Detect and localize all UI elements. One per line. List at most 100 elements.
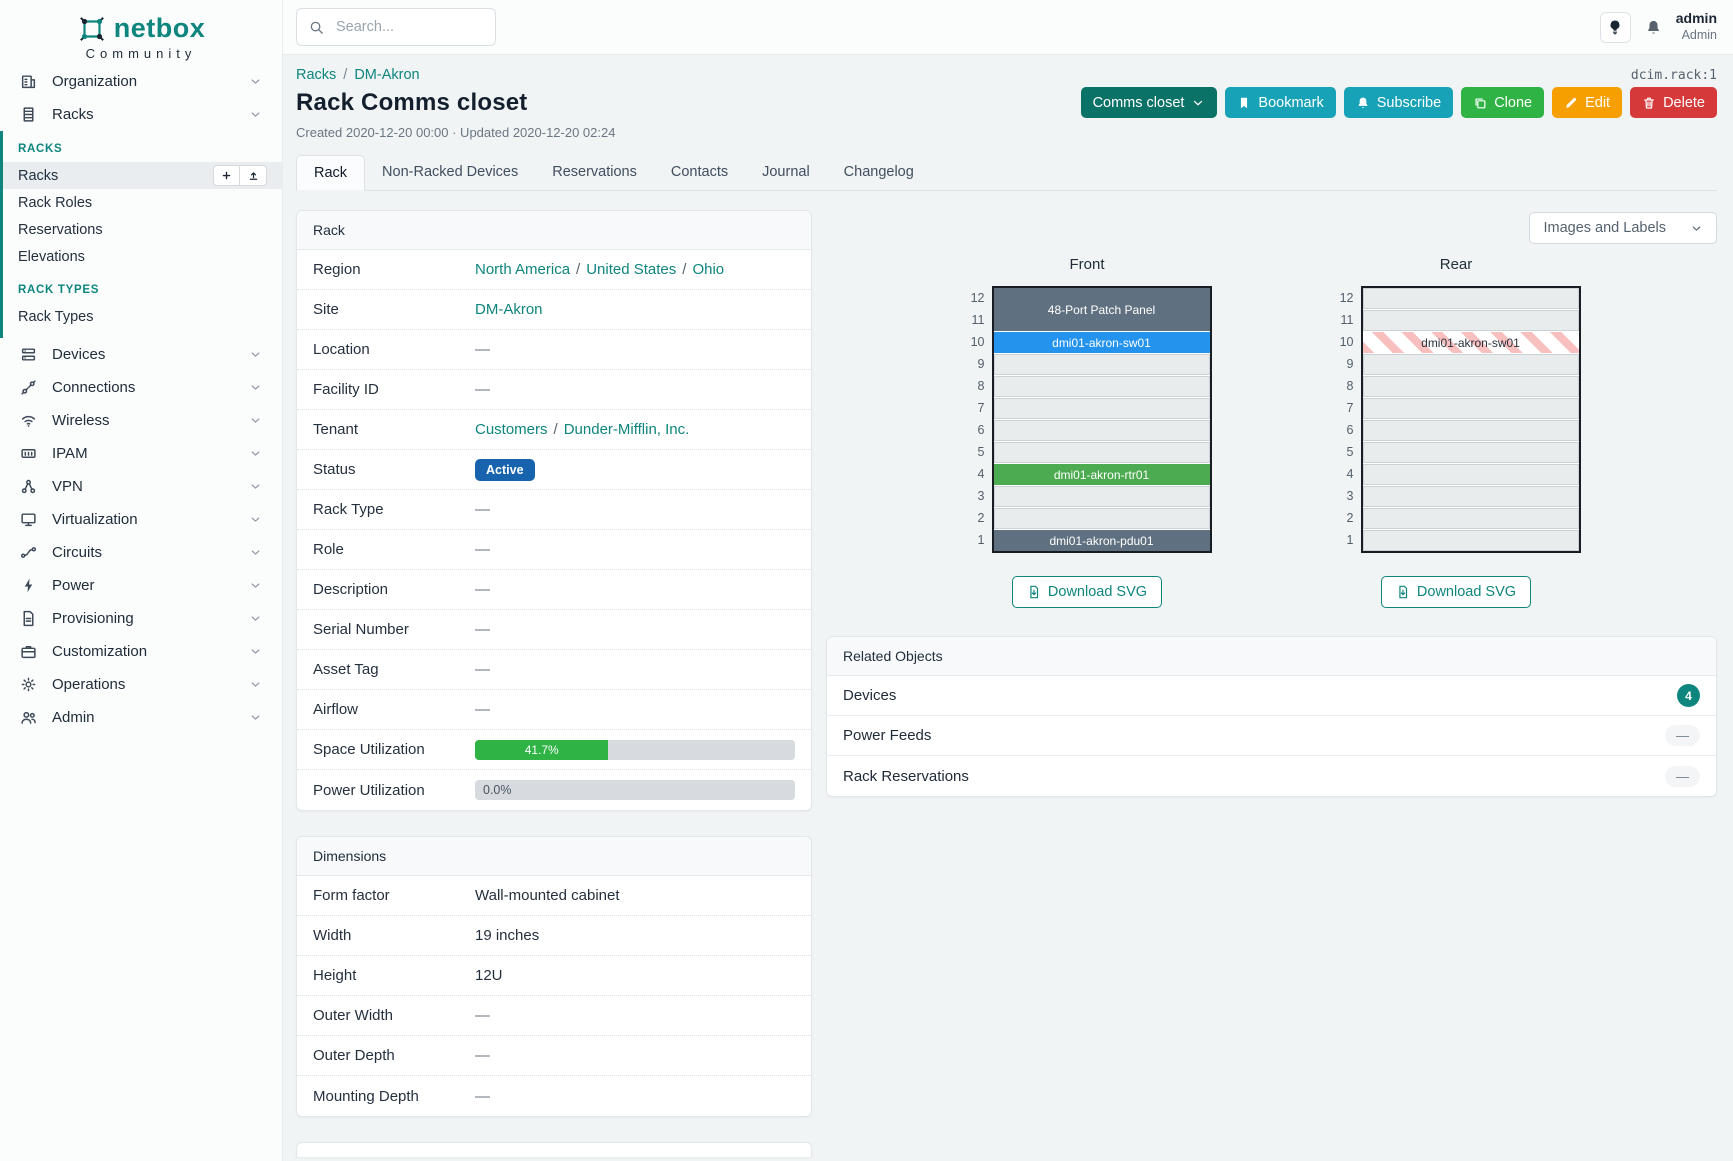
rack-device-pdu[interactable]: dmi01-akron-pdu01 xyxy=(993,530,1210,551)
chevron-down-icon xyxy=(249,348,262,361)
theme-toggle-button[interactable] xyxy=(1599,11,1631,43)
rack-unit-empty[interactable] xyxy=(993,420,1210,441)
site-link[interactable]: DM-Akron xyxy=(475,301,543,318)
tab-contacts[interactable]: Contacts xyxy=(670,164,729,180)
page-title: Rack Comms closet xyxy=(296,88,528,116)
front-title: Front xyxy=(1069,256,1105,273)
tab-non-racked-devices[interactable]: Non-Racked Devices xyxy=(382,164,519,180)
sidebar-item-provisioning[interactable]: Provisioning xyxy=(0,602,282,635)
operations-icon xyxy=(20,676,37,693)
rack-unit-empty[interactable] xyxy=(993,486,1210,507)
sidebar-item-devices[interactable]: Devices xyxy=(0,338,282,371)
elevation-view-select[interactable]: Images and Labels xyxy=(1529,212,1717,244)
chevron-down-icon xyxy=(249,513,262,526)
rack-unit-empty[interactable] xyxy=(993,442,1210,463)
breadcrumb-link-site[interactable]: DM-Akron xyxy=(354,67,420,83)
sidebar-item-customization[interactable]: Customization xyxy=(0,635,282,668)
breadcrumb-link-racks[interactable]: Racks xyxy=(296,67,337,83)
racks-icon xyxy=(20,106,37,123)
tenant-link[interactable]: Dunder-Mifflin, Inc. xyxy=(563,421,690,438)
sidebar-item-label: Provisioning xyxy=(52,610,134,627)
rack-device-router[interactable]: dmi01-akron-rtr01 xyxy=(993,464,1210,485)
rack-group-dropdown[interactable]: Comms closet xyxy=(1080,87,1218,118)
sidebar-item-admin[interactable]: Admin xyxy=(0,701,282,734)
created-updated-meta: Created 2020-12-20 00:00 · Updated 2020-… xyxy=(296,125,616,140)
bookmark-button[interactable]: Bookmark xyxy=(1225,87,1336,118)
user-name: admin xyxy=(1675,10,1717,27)
download-svg-front-button[interactable]: Download SVG xyxy=(1011,576,1163,608)
subscribe-button[interactable]: Subscribe xyxy=(1343,87,1454,118)
sidebar-item-operations[interactable]: Operations xyxy=(0,668,282,701)
sidebar-item-connections[interactable]: Connections xyxy=(0,371,282,404)
rack-unit-empty[interactable] xyxy=(993,354,1210,375)
rack-unit-empty[interactable] xyxy=(1362,354,1579,375)
tab-changelog[interactable]: Changelog xyxy=(843,164,914,180)
rack-unit-empty[interactable] xyxy=(1362,420,1579,441)
sidebar-item-racks[interactable]: Racks xyxy=(0,98,282,131)
rack-unit-empty[interactable] xyxy=(1362,398,1579,419)
rack-unit-empty[interactable] xyxy=(1362,486,1579,507)
edit-button[interactable]: Edit xyxy=(1552,87,1623,118)
rack-unit-empty[interactable] xyxy=(993,376,1210,397)
sidebar-item-circuits[interactable]: Circuits xyxy=(0,536,282,569)
import-button[interactable] xyxy=(240,165,267,186)
sidebar-item-label: Operations xyxy=(52,676,126,693)
sidebar-item-label: Rack Roles xyxy=(18,194,93,211)
sidebar-item-organization[interactable]: Organization xyxy=(0,65,282,98)
sidebar-item-reservations[interactable]: Reservations xyxy=(3,216,282,243)
rack-unit-empty[interactable] xyxy=(1362,376,1579,397)
rack-device-patch-panel[interactable]: 48-Port Patch Panel xyxy=(993,288,1210,331)
related-row-power-feeds[interactable]: Power Feeds — xyxy=(827,716,1716,756)
clone-button[interactable]: Clone xyxy=(1461,87,1545,118)
tab-rack[interactable]: Rack xyxy=(296,155,366,191)
rack-device-switch[interactable]: dmi01-akron-sw01 xyxy=(993,332,1210,353)
rack-unit-empty[interactable] xyxy=(1362,530,1579,551)
brand[interactable]: netbox Community xyxy=(0,0,282,65)
related-row-rack-reservations[interactable]: Rack Reservations — xyxy=(827,756,1716,796)
power-feeds-count-badge: — xyxy=(1665,725,1700,746)
sidebar-item-racks-list[interactable]: Racks xyxy=(3,162,282,189)
sidebar-item-wireless[interactable]: Wireless xyxy=(0,404,282,437)
sidebar-item-power[interactable]: Power xyxy=(0,569,282,602)
tab-bar: Rack Non-Racked Devices Reservations Con… xyxy=(296,155,1717,191)
rack-unit-empty[interactable] xyxy=(993,508,1210,529)
admin-users-icon xyxy=(20,709,37,726)
tab-reservations[interactable]: Reservations xyxy=(552,164,637,180)
rack-unit-empty[interactable] xyxy=(1362,442,1579,463)
row-role: Role — xyxy=(297,530,811,570)
sidebar-item-rack-roles[interactable]: Rack Roles xyxy=(3,189,282,216)
sidebar-item-label: Wireless xyxy=(52,412,110,429)
region-link[interactable]: North America xyxy=(475,261,571,278)
rack-device-switch-rear[interactable]: dmi01-akron-sw01 xyxy=(1362,332,1579,353)
row-power-utilization: Power Utilization 0.0% xyxy=(297,770,811,810)
tab-journal[interactable]: Journal xyxy=(762,164,810,180)
pencil-icon xyxy=(1566,97,1577,108)
search-input[interactable] xyxy=(334,18,464,36)
notifications-button[interactable] xyxy=(1643,17,1664,38)
add-button[interactable] xyxy=(213,165,240,186)
delete-button[interactable]: Delete xyxy=(1630,87,1717,118)
region-link[interactable]: United States xyxy=(586,261,677,278)
tenant-group-link[interactable]: Customers xyxy=(475,421,548,438)
front-rack: 48-Port Patch Panel dmi01-akron-sw01 dmi… xyxy=(991,286,1212,553)
rack-unit-empty[interactable] xyxy=(1362,288,1579,309)
chevron-down-icon xyxy=(249,678,262,691)
sidebar-item-rack-types[interactable]: Rack Types xyxy=(3,303,282,330)
user-menu[interactable]: admin Admin xyxy=(1676,10,1717,43)
global-search[interactable] xyxy=(296,8,496,46)
sidebar-item-vpn[interactable]: VPN xyxy=(0,470,282,503)
vpn-icon xyxy=(20,478,37,495)
region-link[interactable]: Ohio xyxy=(692,261,725,278)
related-row-devices[interactable]: Devices 4 xyxy=(827,676,1716,716)
rack-unit-empty[interactable] xyxy=(1362,310,1579,331)
rack-unit-empty[interactable] xyxy=(993,398,1210,419)
rack-unit-empty[interactable] xyxy=(1362,508,1579,529)
download-svg-rear-button[interactable]: Download SVG xyxy=(1380,576,1532,608)
rack-unit-empty[interactable] xyxy=(1362,464,1579,485)
dimensions-panel: Dimensions Form factor Wall-mounted cabi… xyxy=(296,836,812,1117)
sidebar-item-ipam[interactable]: IPAM xyxy=(0,437,282,470)
rear-unit-numbers: 12 11 10 9 8 7 6 5 4 3 xyxy=(1339,291,1354,547)
sidebar-item-label: Elevations xyxy=(18,248,85,265)
sidebar-item-virtualization[interactable]: Virtualization xyxy=(0,503,282,536)
sidebar-item-elevations[interactable]: Elevations xyxy=(3,243,282,270)
